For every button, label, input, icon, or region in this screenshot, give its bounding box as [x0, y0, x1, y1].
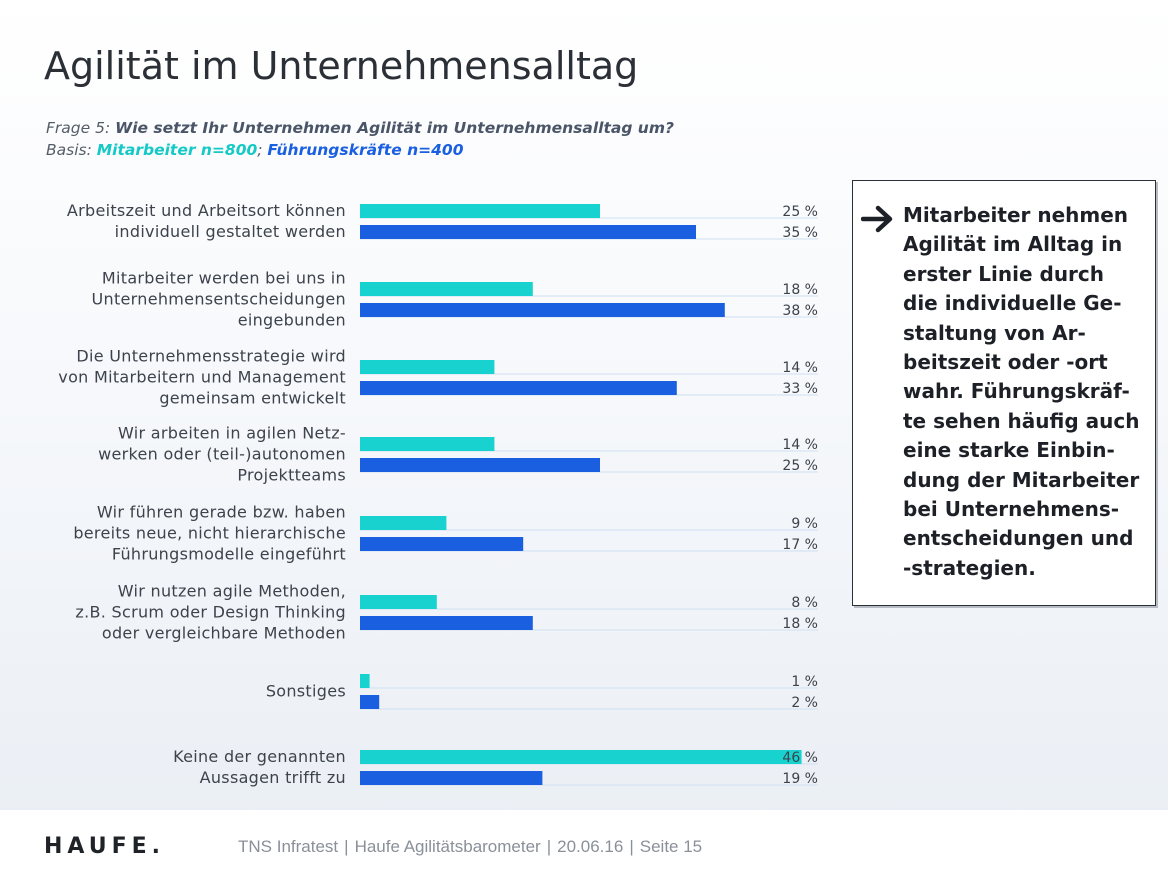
- bar-fuehrungskraefte: [360, 225, 696, 239]
- category-label: Mitarbeiter werden bei uns in: [102, 269, 346, 288]
- chart-subtitle: Frage 5: Wie setzt Ihr Unternehmen Agili…: [46, 117, 674, 161]
- value-label: 18 %: [782, 282, 818, 298]
- category-label: Aussagen trifft zu: [200, 768, 346, 787]
- key-finding-box: Mitarbeiter nehmen Agilität im Alltag in…: [852, 180, 1156, 606]
- category-label: von Mitarbeitern und Management: [58, 368, 346, 387]
- value-label: 25 %: [782, 458, 818, 474]
- category-label: z.B. Scrum oder Design Thinking: [75, 603, 346, 622]
- value-label: 38 %: [782, 303, 818, 319]
- footer: HAUFE. TNS Infratest | Haufe Agilitätsbaro…: [0, 810, 1168, 872]
- category-label: oder vergleichbare Methoden: [102, 624, 346, 643]
- arrow-right-icon: [861, 205, 893, 233]
- footer-date: 20.06.16: [557, 837, 624, 856]
- bar-fuehrungskraefte: [360, 458, 600, 472]
- value-label: 25 %: [782, 204, 818, 220]
- bar-mitarbeiter: [360, 360, 495, 374]
- value-label: 19 %: [782, 771, 818, 787]
- bar-fuehrungskraefte: [360, 771, 543, 785]
- category-label: bereits neue, nicht hierarchische: [73, 524, 346, 543]
- basis-separator: ;: [257, 141, 268, 159]
- category-label: gemeinsam entwickelt: [159, 389, 346, 408]
- value-label: 9 %: [791, 516, 818, 532]
- basis-line: Basis: Mitarbeiter n=800; Führungskräfte…: [46, 139, 674, 161]
- bar-mitarbeiter: [360, 674, 370, 688]
- page-title: Agilität im Unternehmensalltag: [44, 44, 639, 88]
- basis-mitarbeiter: Mitarbeiter n=800: [96, 141, 258, 159]
- value-label: 8 %: [791, 595, 818, 611]
- bar-fuehrungskraefte: [360, 537, 524, 551]
- category-label: Projektteams: [237, 466, 346, 485]
- question-text: Wie setzt Ihr Unternehmen Agilität im Un…: [115, 119, 674, 137]
- basis-fuehrungskraefte: Führungskräfte n=400: [267, 141, 464, 159]
- bar-mitarbeiter: [360, 204, 600, 218]
- value-label: 1 %: [791, 674, 818, 690]
- value-label: 35 %: [782, 225, 818, 241]
- category-label: Wir führen gerade bzw. haben: [97, 503, 346, 522]
- category-label: eingebunden: [238, 311, 346, 330]
- value-label: 46 %: [782, 750, 818, 766]
- bar-fuehrungskraefte: [360, 695, 380, 709]
- footer-separator: |: [344, 837, 349, 856]
- value-label: 33 %: [782, 381, 818, 397]
- category-label: Unternehmensentscheidungen: [92, 290, 347, 309]
- footer-source: TNS Infratest: [238, 837, 339, 856]
- footer-separator: |: [629, 837, 634, 856]
- question-prefix: Frage 5:: [46, 119, 116, 137]
- bar-mitarbeiter: [360, 282, 533, 296]
- category-label: Führungsmodelle eingeführt: [112, 545, 346, 564]
- category-label: individuell gestaltet werden: [115, 222, 346, 241]
- value-label: 17 %: [782, 537, 818, 553]
- value-label: 18 %: [782, 616, 818, 632]
- footer-meta: TNS Infratest | Haufe Agilitätsbarometer | 2…: [238, 837, 702, 857]
- footer-separator: |: [546, 837, 552, 856]
- category-label: Arbeitszeit und Arbeitsort können: [67, 201, 346, 220]
- value-label: 2 %: [791, 695, 818, 711]
- bar-mitarbeiter: [360, 595, 437, 609]
- question-line: Frage 5: Wie setzt Ihr Unternehmen Agili…: [46, 117, 674, 139]
- value-label: 14 %: [782, 437, 818, 453]
- footer-page: Seite 15: [639, 837, 703, 856]
- value-label: 14 %: [782, 360, 818, 376]
- bar-mitarbeiter: [360, 750, 802, 764]
- bar-fuehrungskraefte: [360, 303, 725, 317]
- haufe-logo: HAUFE.: [44, 834, 165, 856]
- bar-mitarbeiter: [360, 437, 495, 451]
- category-label: Sonstiges: [266, 682, 346, 701]
- bar-mitarbeiter: [360, 516, 447, 530]
- category-label: werken oder (teil-)autonomen: [98, 445, 346, 464]
- category-label: Keine der genannten: [173, 747, 346, 766]
- footer-study: Haufe Agilitätsbarometer: [354, 837, 541, 856]
- category-label: Wir nutzen agile Methoden,: [118, 582, 346, 601]
- category-label: Die Unternehmensstrategie wird: [76, 347, 346, 366]
- key-finding-text: Mitarbeiter nehmen Agilität im Alltag in…: [903, 203, 1140, 580]
- basis-prefix: Basis:: [46, 141, 97, 159]
- bar-fuehrungskraefte: [360, 616, 533, 630]
- logo-text: HAUFE.: [44, 834, 165, 856]
- category-label: Wir arbeiten in agilen Netz-: [118, 424, 346, 443]
- bar-chart: Arbeitszeit und Arbeitsort können individ…: [58, 201, 818, 787]
- bar-fuehrungskraefte: [360, 381, 677, 395]
